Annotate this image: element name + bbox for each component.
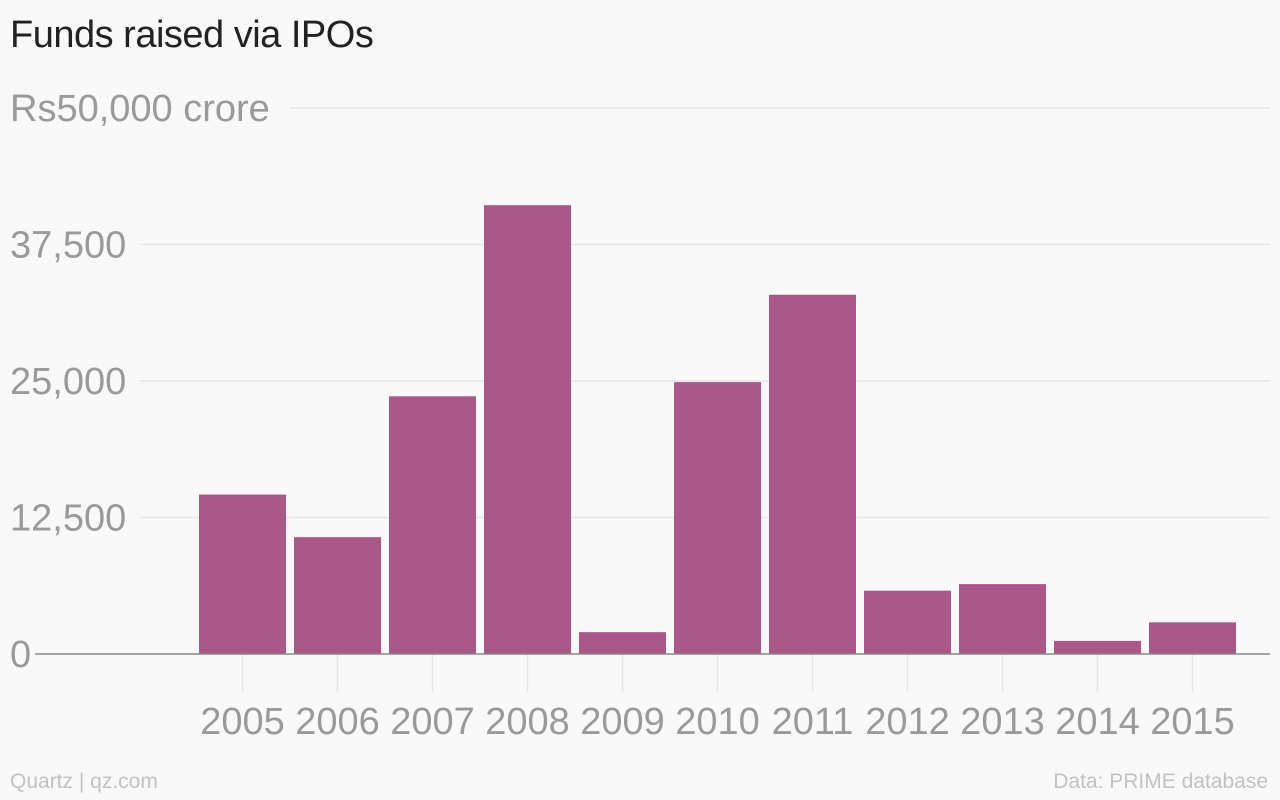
y-tick-label: 0	[10, 634, 31, 676]
bar	[674, 382, 761, 654]
bar	[1054, 640, 1141, 654]
x-tick-label: 2008	[485, 701, 570, 743]
y-tick-label: 25,000	[10, 361, 126, 403]
bar	[1149, 622, 1236, 654]
bar	[484, 205, 571, 655]
x-tick-label: 2015	[1150, 701, 1235, 743]
x-tick-label: 2012	[865, 701, 950, 743]
x-tick-label: 2013	[960, 701, 1045, 743]
bar	[864, 590, 951, 654]
source-label: Data: PRIME database	[1053, 770, 1268, 793]
x-tick-label: 2009	[580, 701, 665, 743]
y-tick-label: 12,500	[10, 498, 126, 540]
x-tick-label: 2007	[390, 701, 475, 743]
x-tick-label: 2010	[675, 701, 760, 743]
y-tick-label: 37,500	[10, 225, 126, 267]
x-tick-label: 2006	[295, 701, 380, 743]
credit-label: Quartz | qz.com	[10, 770, 158, 793]
x-tick-label: 2005	[200, 701, 285, 743]
bar	[294, 537, 381, 654]
y-tick-label: Rs50,000 crore	[10, 88, 270, 130]
bar	[769, 294, 856, 654]
bar	[959, 584, 1046, 654]
x-tick-label: 2011	[772, 701, 854, 743]
bar	[579, 632, 666, 654]
bar	[199, 494, 286, 654]
x-tick-label: 2014	[1055, 701, 1140, 743]
bar	[389, 396, 476, 654]
chart-title: Funds raised via IPOs	[10, 14, 374, 56]
